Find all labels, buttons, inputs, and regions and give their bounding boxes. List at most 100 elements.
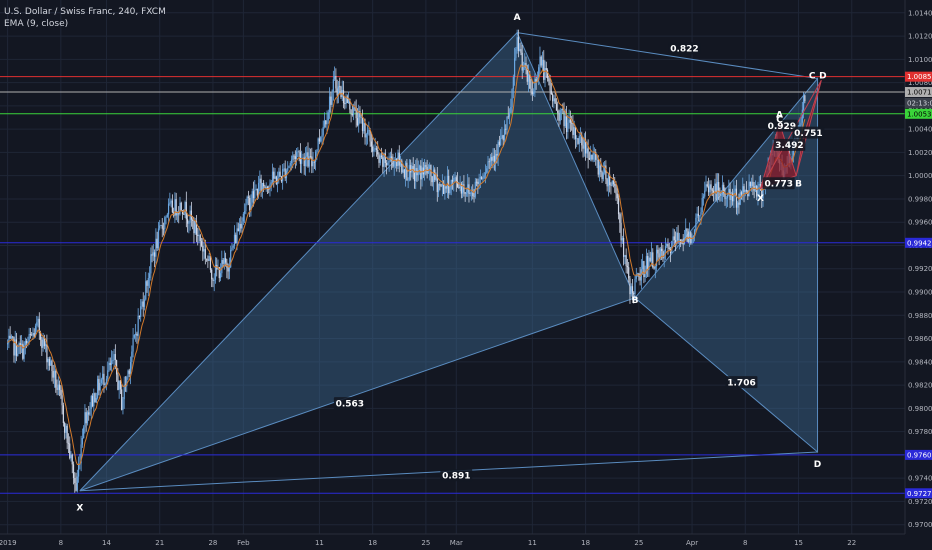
candle-body bbox=[117, 374, 119, 390]
x-tick-label: 11 bbox=[528, 539, 537, 547]
candle-body bbox=[337, 86, 340, 96]
candle-body bbox=[162, 228, 165, 230]
candle-body bbox=[330, 96, 332, 105]
candle-body bbox=[451, 179, 454, 182]
candle-body bbox=[308, 156, 310, 167]
candle-body bbox=[135, 333, 137, 336]
candle-body bbox=[31, 334, 33, 336]
candle-body bbox=[392, 160, 394, 167]
candle-body bbox=[315, 151, 317, 163]
candle-body bbox=[65, 425, 67, 433]
candle-body bbox=[412, 166, 414, 171]
candle-body bbox=[311, 156, 313, 167]
indicator-label: EMA (9, close) bbox=[4, 19, 69, 29]
candle-body bbox=[346, 96, 348, 104]
x-tick-label: 15 bbox=[794, 539, 803, 547]
candle-body bbox=[374, 148, 376, 150]
candle-body bbox=[453, 177, 455, 182]
candle-body bbox=[14, 339, 16, 356]
candle-body bbox=[657, 249, 659, 254]
x-tick-label: 28 bbox=[208, 539, 217, 547]
candle-body bbox=[652, 252, 654, 268]
candle-body bbox=[658, 253, 660, 258]
candle-body bbox=[709, 184, 711, 193]
point-label-A: A bbox=[514, 13, 521, 23]
candle-body bbox=[170, 200, 172, 203]
candle-body bbox=[71, 454, 73, 465]
candle-body bbox=[573, 127, 575, 135]
candle-body bbox=[720, 195, 722, 197]
candle-body bbox=[155, 238, 157, 257]
x-tick-label: 8 bbox=[59, 539, 63, 547]
candle-body bbox=[550, 90, 552, 95]
candle-body bbox=[150, 254, 152, 274]
x-tick-label: 25 bbox=[421, 539, 430, 547]
candle-body bbox=[752, 181, 754, 186]
candle-body bbox=[401, 160, 403, 173]
time-axis bbox=[0, 534, 932, 550]
x-tick-label: 8 bbox=[743, 539, 747, 547]
candle-body bbox=[70, 454, 72, 459]
candle-body bbox=[751, 181, 753, 187]
small-ratio-label-0.773: 0.773 bbox=[762, 177, 795, 189]
candle-body bbox=[441, 183, 443, 187]
candle-body bbox=[269, 183, 271, 190]
candle-body bbox=[171, 200, 173, 213]
candle-body bbox=[574, 127, 577, 139]
candle-body bbox=[424, 165, 426, 175]
candle-body bbox=[254, 189, 256, 199]
candle-body bbox=[659, 248, 661, 258]
candle-body bbox=[309, 156, 312, 158]
x-tick-label: Apr bbox=[686, 539, 698, 547]
y-tick-label: 1.00800 bbox=[908, 79, 932, 87]
candle-body bbox=[185, 202, 187, 220]
candle-body bbox=[567, 122, 569, 132]
candle-body bbox=[384, 153, 386, 164]
candle-body bbox=[614, 184, 616, 186]
candle-body bbox=[630, 286, 632, 295]
candle-body bbox=[713, 190, 715, 194]
candle-body bbox=[327, 112, 329, 121]
candle-body bbox=[444, 186, 446, 194]
candle-body bbox=[601, 171, 603, 180]
candle-body bbox=[732, 193, 734, 202]
candle-body bbox=[686, 228, 688, 232]
candle-body bbox=[462, 184, 464, 194]
candle-body bbox=[706, 184, 708, 187]
candle-body bbox=[294, 156, 296, 160]
candle-body bbox=[700, 212, 702, 216]
x-tick-label: 25 bbox=[634, 539, 643, 547]
candle-body bbox=[190, 210, 192, 220]
candle-body bbox=[399, 160, 402, 166]
candle-body bbox=[102, 373, 104, 380]
candle-body bbox=[402, 169, 404, 173]
candle-body bbox=[225, 258, 227, 263]
candle-body bbox=[189, 210, 191, 223]
candle-body bbox=[588, 158, 590, 160]
candle-body bbox=[165, 216, 167, 218]
candle-body bbox=[34, 325, 37, 337]
candle-body bbox=[568, 119, 570, 123]
candle-body bbox=[439, 184, 441, 186]
candle-body bbox=[740, 192, 743, 195]
candle-body bbox=[138, 315, 141, 317]
candle-body bbox=[283, 168, 285, 170]
point-label-B: B bbox=[632, 296, 639, 306]
candle-body bbox=[233, 234, 236, 246]
candle-body bbox=[273, 171, 275, 179]
y-tick-label: 1.00200 bbox=[908, 149, 932, 157]
candle-body bbox=[83, 427, 85, 438]
candle-body bbox=[325, 120, 327, 125]
candle-body bbox=[432, 169, 435, 183]
candle-body bbox=[375, 148, 378, 150]
candle-body bbox=[470, 192, 473, 194]
candle-body bbox=[260, 178, 262, 191]
candle-body bbox=[156, 238, 158, 249]
grid bbox=[0, 0, 905, 534]
candle-body bbox=[265, 186, 267, 188]
candle-body bbox=[560, 109, 563, 111]
